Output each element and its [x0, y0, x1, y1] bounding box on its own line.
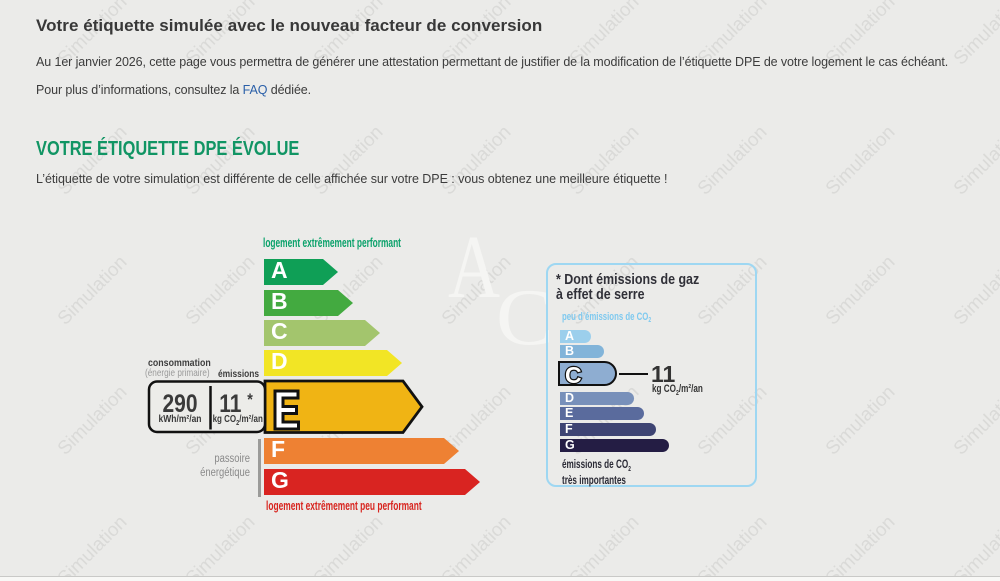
svg-text:C: C	[565, 362, 582, 388]
